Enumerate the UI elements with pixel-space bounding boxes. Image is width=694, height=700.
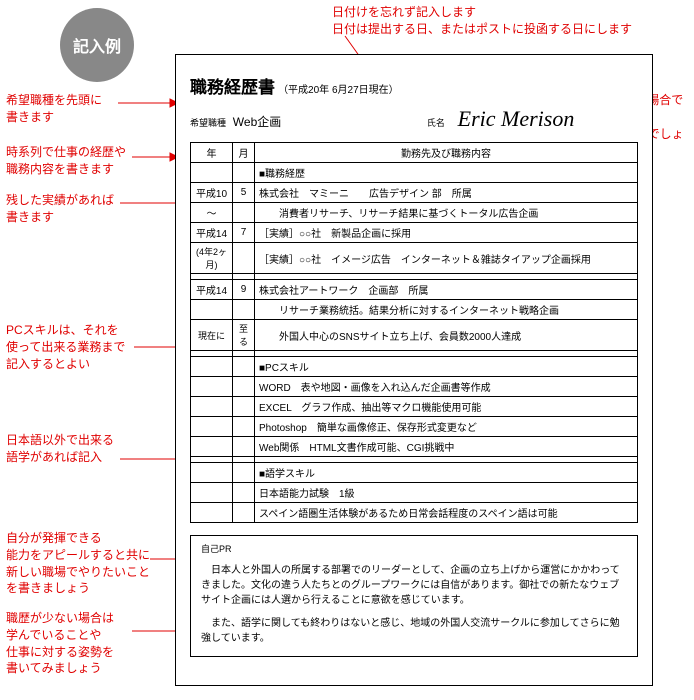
anno-wish: 希望職種を先頭に書きます [6, 92, 102, 126]
anno-timeline: 時系列で仕事の経歴や職務内容を書きます [6, 144, 126, 178]
doc-header: 職務経歴書 （平成20年 6月27日現在） [190, 73, 638, 98]
anno-fewcareer: 職歴が少ない場合は学んでいることや仕事に対する姿勢を書いてみましょう [6, 610, 114, 677]
example-badge: 記入例 [60, 8, 134, 82]
table-row: EXCEL グラフ作成、抽出等マクロ機能使用可能 [191, 397, 638, 417]
wish-value: Web企画 [233, 115, 281, 129]
name-value: Eric Merison [458, 106, 575, 131]
table-row: 平成105株式会社 マミーニ 広告デザイン 部 所属 [191, 183, 638, 203]
wish-label: 希望職種 [190, 118, 226, 128]
pr-paragraph: 日本人と外国人の所属する部署でのリーダーとして、企画の立ち上げから運営にかかわっ… [201, 563, 627, 608]
table-row: 日本語能力試験 1級 [191, 483, 638, 503]
pr-label: 自己PR [201, 542, 627, 555]
meta-row: 希望職種 Web企画 氏名 Eric Merison [190, 106, 638, 132]
arrow-icon [118, 96, 180, 110]
table-row: 平成147［実績］○○社 新製品企画に採用 [191, 223, 638, 243]
table-row: ■PCスキル [191, 357, 638, 377]
pr-paragraph: また、語学に関しても終わりはないと感じ、地域の外国人交流サークルに参加してさらに… [201, 616, 627, 646]
anno-selfpr: 自分が発揮できる能力をアピールすると共に新しい職場でやりたいことを書きましょう [6, 530, 150, 597]
table-header: 年 月 勤務先及び職務内容 [191, 143, 638, 163]
career-table: 年 月 勤務先及び職務内容 ■職務経歴 平成105株式会社 マミーニ 広告デザイ… [190, 142, 638, 523]
table-row: (4年2ヶ月)［実績］○○社 イメージ広告 インターネット＆雑誌タイアップ企画採… [191, 243, 638, 274]
table-row: ■職務経歴 [191, 163, 638, 183]
anno-pcskill: PCスキルは、それを使って出来る業務まで記入するとよい [6, 322, 125, 372]
resume-document: 職務経歴書 （平成20年 6月27日現在） 希望職種 Web企画 氏名 Eric… [175, 54, 653, 686]
table-row: スペイン語圏生活体験があるため日常会話程度のスペイン語は可能 [191, 503, 638, 523]
anno-lang: 日本語以外で出来る語学があれば記入 [6, 432, 114, 466]
table-row: 平成149株式会社アートワーク 企画部 所属 [191, 280, 638, 300]
table-row: 現在に至る 外国人中心のSNSサイト立ち上げ、会員数2000人達成 [191, 320, 638, 351]
anno-date: 日付けを忘れず記入します日付は提出する日、またはポストに投函する日にします [332, 4, 632, 38]
table-row: リサーチ業務統括。結果分析に対するインターネット戦略企画 [191, 300, 638, 320]
doc-date: （平成20年 6月27日現在） [278, 85, 399, 96]
self-pr-box: 自己PR 日本人と外国人の所属する部署でのリーダーとして、企画の立ち上げから運営… [190, 535, 638, 657]
table-row: Photoshop 簡単な画像修正、保存形式変更など [191, 417, 638, 437]
table-row: Web関係 HTML文書作成可能、CGI挑戦中 [191, 437, 638, 457]
arrow-icon [132, 150, 180, 164]
table-row: ■語学スキル [191, 463, 638, 483]
table-row: WORD 表や地図・画像を入れ込んだ企画書等作成 [191, 377, 638, 397]
anno-results: 残した実績があれば書きます [6, 192, 114, 226]
table-row: ～ 消費者リサーチ、リサーチ結果に基づくトータル広告企画 [191, 203, 638, 223]
name-label: 氏名 [427, 118, 445, 128]
doc-title: 職務経歴書 [190, 78, 275, 97]
